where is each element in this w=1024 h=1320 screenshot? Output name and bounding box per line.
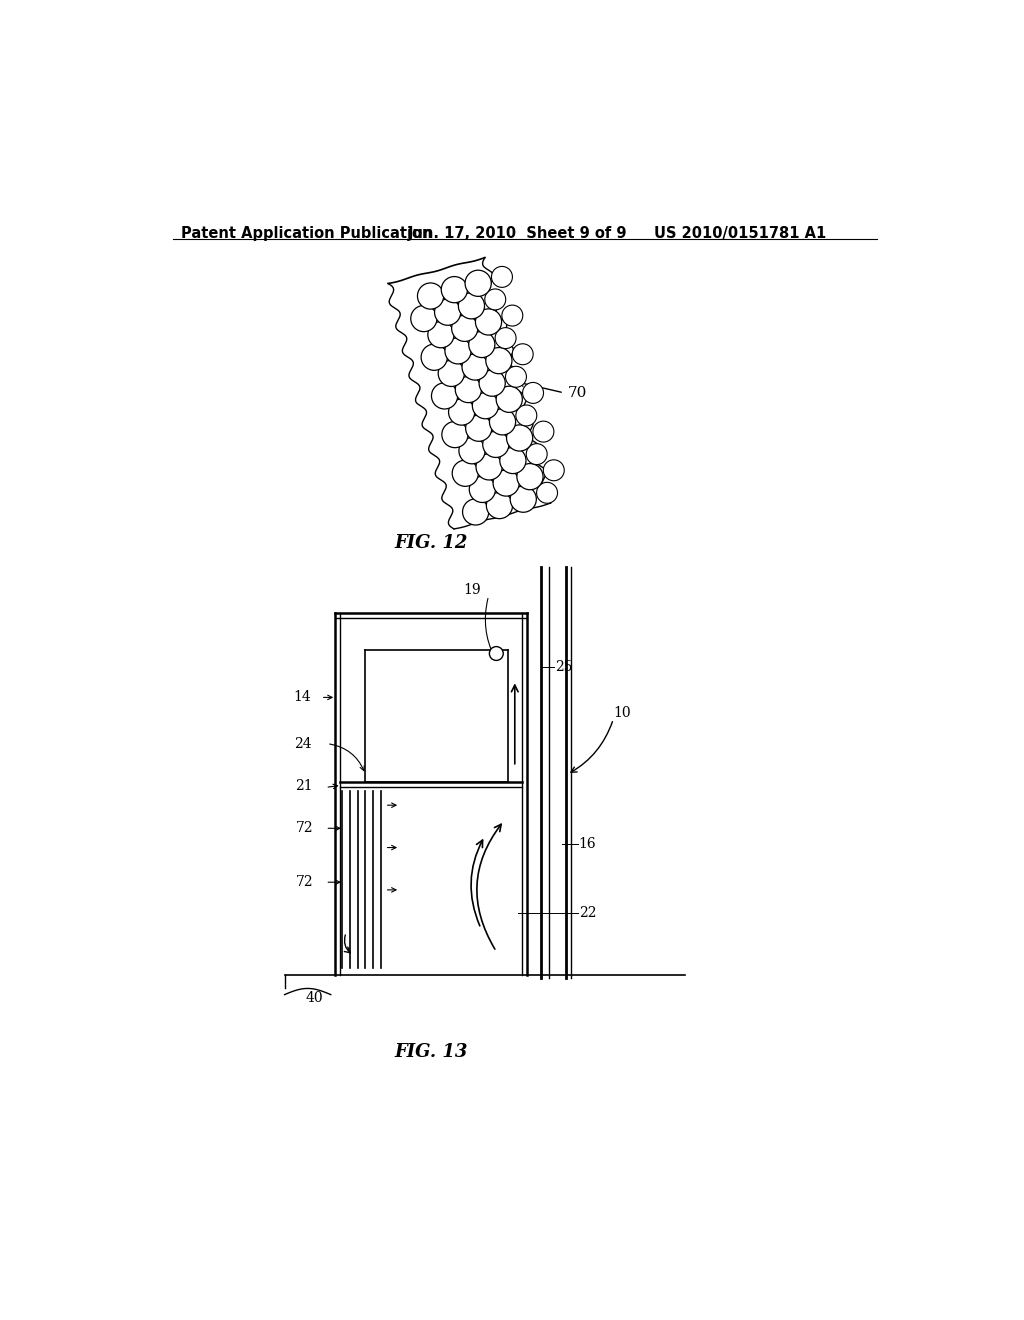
Circle shape (485, 347, 512, 374)
Text: 72: 72 (296, 875, 313, 890)
Circle shape (434, 300, 461, 325)
Circle shape (469, 331, 495, 358)
Circle shape (456, 376, 481, 403)
Circle shape (532, 421, 554, 442)
Circle shape (506, 367, 526, 387)
Text: 25: 25 (555, 660, 572, 673)
Text: 22: 22 (579, 906, 596, 920)
Circle shape (453, 461, 478, 486)
Circle shape (489, 647, 503, 660)
Circle shape (466, 414, 492, 441)
Circle shape (479, 370, 505, 396)
Text: 72: 72 (296, 821, 313, 836)
Circle shape (510, 486, 537, 512)
Circle shape (441, 277, 467, 302)
Text: Patent Application Publication: Patent Application Publication (180, 226, 432, 242)
Circle shape (459, 438, 485, 463)
Text: 19: 19 (463, 582, 481, 597)
Circle shape (494, 470, 519, 496)
Circle shape (452, 315, 478, 342)
Circle shape (544, 459, 564, 480)
Circle shape (482, 432, 509, 458)
Circle shape (463, 499, 488, 525)
Circle shape (486, 492, 513, 519)
Circle shape (449, 399, 475, 425)
Circle shape (496, 327, 516, 348)
Circle shape (472, 392, 499, 418)
Circle shape (507, 425, 532, 451)
Circle shape (441, 421, 468, 447)
Circle shape (492, 267, 512, 288)
Circle shape (475, 309, 502, 335)
Circle shape (497, 387, 522, 412)
Circle shape (465, 271, 492, 297)
Circle shape (476, 454, 502, 480)
Circle shape (512, 343, 534, 364)
Circle shape (489, 409, 516, 434)
Text: 14: 14 (294, 690, 311, 705)
Circle shape (526, 444, 547, 465)
Circle shape (484, 289, 506, 310)
Circle shape (537, 482, 557, 503)
Text: 24: 24 (294, 737, 311, 751)
Text: 10: 10 (613, 706, 631, 719)
Circle shape (421, 345, 447, 371)
Circle shape (516, 405, 537, 426)
Text: FIG. 13: FIG. 13 (394, 1043, 468, 1060)
Circle shape (502, 305, 523, 326)
Text: US 2010/0151781 A1: US 2010/0151781 A1 (654, 226, 826, 242)
Circle shape (500, 447, 526, 474)
Circle shape (444, 338, 471, 364)
Text: Jun. 17, 2010  Sheet 9 of 9: Jun. 17, 2010 Sheet 9 of 9 (408, 226, 628, 242)
Text: 70: 70 (568, 385, 587, 400)
Polygon shape (382, 256, 556, 531)
Text: 21: 21 (296, 779, 313, 793)
Circle shape (469, 477, 496, 503)
Circle shape (418, 282, 443, 309)
Circle shape (411, 305, 437, 331)
Circle shape (428, 322, 454, 347)
Circle shape (459, 293, 484, 319)
Circle shape (462, 354, 488, 380)
Text: FIG. 12: FIG. 12 (394, 535, 468, 552)
Circle shape (438, 360, 464, 387)
Text: 40: 40 (305, 991, 323, 1005)
Circle shape (431, 383, 458, 409)
Circle shape (517, 463, 543, 490)
Circle shape (522, 383, 544, 404)
Text: 16: 16 (579, 837, 596, 850)
